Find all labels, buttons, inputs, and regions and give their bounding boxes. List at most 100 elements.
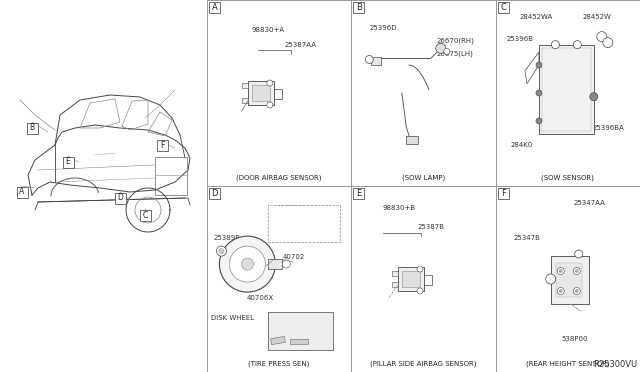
Circle shape [597, 32, 607, 42]
Text: (REAR HEIGHT SENSOR): (REAR HEIGHT SENSOR) [526, 360, 610, 367]
Text: 25387B: 25387B [417, 224, 444, 230]
Bar [268, 259, 282, 269]
Bar [157, 140, 168, 151]
Text: 98830+A: 98830+A [251, 27, 284, 33]
Text: (SOW LAMP): (SOW LAMP) [402, 174, 445, 181]
Text: 25396BA: 25396BA [593, 125, 624, 131]
Text: 25347AA: 25347AA [573, 200, 605, 206]
Circle shape [590, 93, 598, 101]
Circle shape [557, 288, 564, 295]
Bar [63, 157, 74, 167]
Text: 25347B: 25347B [514, 235, 541, 241]
Bar [392, 282, 398, 287]
Circle shape [575, 250, 583, 258]
Circle shape [220, 236, 275, 292]
Text: 25389B: 25389B [214, 235, 241, 241]
Circle shape [267, 80, 273, 86]
Circle shape [229, 246, 266, 282]
Circle shape [444, 48, 450, 54]
Text: C: C [142, 211, 148, 219]
Bar [402, 271, 420, 287]
Text: 25396B: 25396B [507, 36, 534, 42]
Text: B: B [29, 124, 35, 132]
Text: 538P00: 538P00 [562, 336, 588, 341]
Bar [424, 275, 432, 285]
Bar [498, 188, 509, 199]
Bar [495, 0, 640, 186]
Bar [371, 57, 381, 64]
Bar [271, 336, 285, 345]
Bar [209, 2, 220, 13]
Text: (DOOR AIRBAG SENSOR): (DOOR AIRBAG SENSOR) [236, 174, 322, 181]
Circle shape [365, 55, 373, 64]
Text: DISK WHEEL: DISK WHEEL [211, 315, 255, 321]
Bar [351, 186, 495, 372]
Bar [550, 256, 589, 304]
Text: E: E [356, 189, 362, 198]
Circle shape [436, 44, 446, 53]
Circle shape [267, 102, 273, 108]
Text: 26675(LH): 26675(LH) [437, 51, 474, 57]
Bar [115, 192, 125, 203]
Bar [539, 45, 594, 134]
Circle shape [603, 38, 613, 48]
Bar [268, 312, 333, 350]
Text: D: D [117, 193, 123, 202]
Bar [542, 48, 591, 131]
Bar [242, 98, 248, 103]
Circle shape [536, 62, 542, 68]
Bar [17, 186, 28, 198]
Bar [353, 2, 364, 13]
Circle shape [559, 269, 562, 273]
Text: F: F [500, 189, 506, 198]
Text: 28452WA: 28452WA [520, 14, 553, 20]
Bar [556, 263, 582, 297]
Circle shape [573, 41, 581, 49]
Bar [155, 157, 187, 195]
Text: (TIRE PRESS SEN): (TIRE PRESS SEN) [248, 360, 310, 367]
Circle shape [546, 274, 556, 284]
Circle shape [573, 267, 580, 275]
Bar [274, 89, 282, 99]
Text: E: E [66, 157, 70, 167]
Text: 28452W: 28452W [582, 14, 611, 20]
Bar [207, 0, 351, 186]
Circle shape [241, 258, 253, 270]
Text: (SOW SENSOR): (SOW SENSOR) [541, 174, 595, 181]
Circle shape [573, 288, 580, 295]
Circle shape [557, 267, 564, 275]
Text: 40706X: 40706X [247, 295, 274, 301]
Bar [351, 0, 495, 186]
Text: R25300VU: R25300VU [593, 360, 637, 369]
Circle shape [417, 288, 423, 294]
Circle shape [282, 260, 291, 268]
Bar [392, 271, 398, 276]
Bar [242, 83, 248, 88]
Text: (PILLAR SIDE AIRBAG SENSOR): (PILLAR SIDE AIRBAG SENSOR) [371, 360, 477, 367]
Text: 98830+B: 98830+B [383, 205, 415, 211]
Bar [353, 188, 364, 199]
Circle shape [575, 289, 578, 292]
Circle shape [552, 41, 559, 49]
Text: 40700M: 40700M [276, 205, 305, 211]
Circle shape [575, 269, 578, 273]
Text: 25387AA: 25387AA [285, 42, 317, 48]
Text: A: A [19, 187, 24, 196]
Bar [498, 2, 509, 13]
Bar [268, 205, 340, 242]
Circle shape [536, 90, 542, 96]
Text: 25396D: 25396D [369, 25, 397, 31]
Bar [140, 209, 150, 221]
Text: 284K0: 284K0 [511, 142, 532, 148]
Text: (GROMT KIT): (GROMT KIT) [271, 328, 316, 334]
Circle shape [417, 266, 423, 272]
Bar [252, 85, 270, 101]
Bar [495, 186, 640, 372]
Bar [209, 188, 220, 199]
Bar [26, 122, 38, 134]
Circle shape [536, 118, 542, 124]
Circle shape [559, 289, 562, 292]
Bar [406, 135, 418, 144]
Bar [207, 186, 351, 372]
Text: 40702: 40702 [282, 254, 305, 260]
